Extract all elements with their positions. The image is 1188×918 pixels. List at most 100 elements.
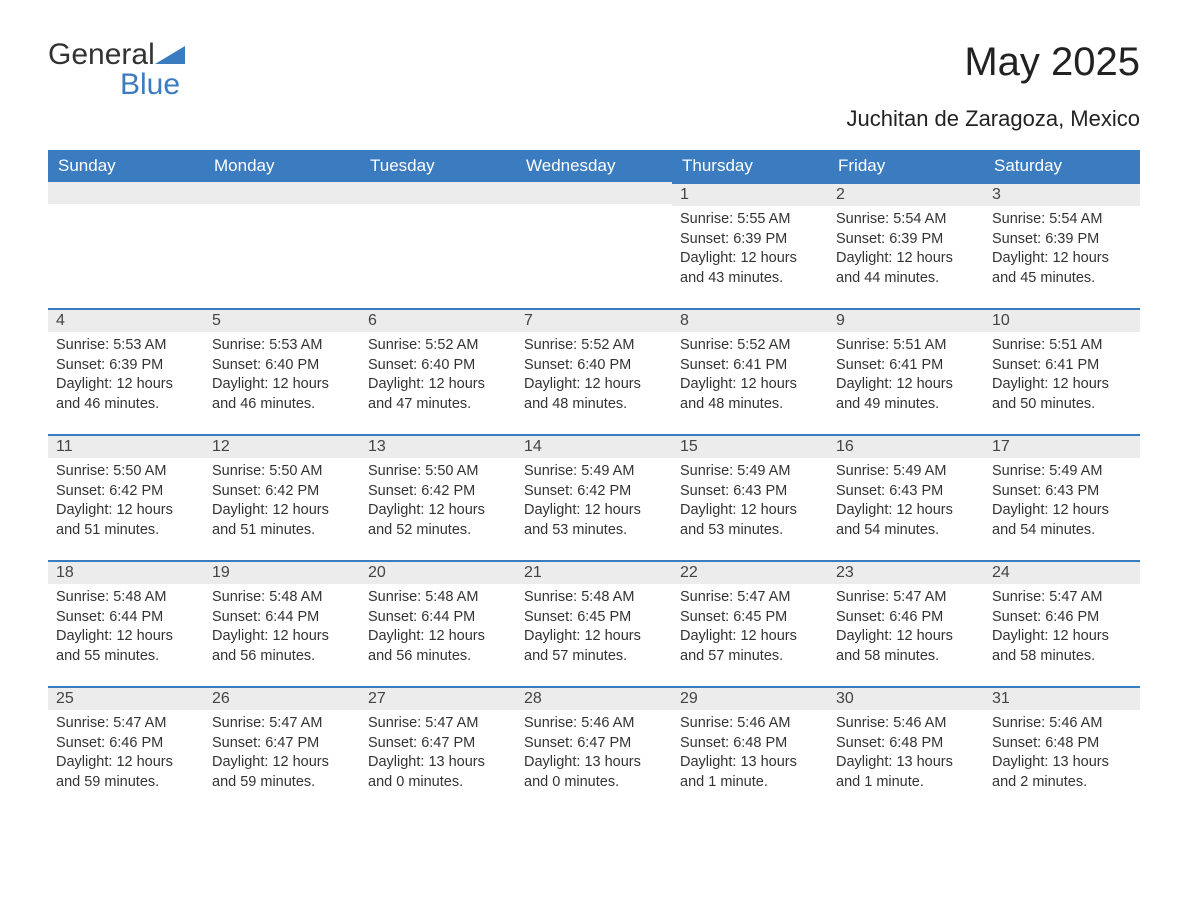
dl2-text: and 49 minutes. xyxy=(836,395,976,415)
calendar-cell: 16Sunrise: 5:49 AMSunset: 6:43 PMDayligh… xyxy=(828,434,984,560)
day-cell: 8Sunrise: 5:52 AMSunset: 6:41 PMDaylight… xyxy=(672,308,828,434)
sunrise-text: Sunrise: 5:47 AM xyxy=(56,714,196,734)
sunrise-text: Sunrise: 5:46 AM xyxy=(992,714,1132,734)
sunrise-text: Sunrise: 5:46 AM xyxy=(524,714,664,734)
day-body: Sunrise: 5:46 AMSunset: 6:48 PMDaylight:… xyxy=(984,710,1140,792)
dl2-text: and 58 minutes. xyxy=(992,647,1132,667)
week-row: 18Sunrise: 5:48 AMSunset: 6:44 PMDayligh… xyxy=(48,560,1140,686)
day-cell: 5Sunrise: 5:53 AMSunset: 6:40 PMDaylight… xyxy=(204,308,360,434)
sunset-text: Sunset: 6:46 PM xyxy=(836,608,976,628)
dl1-text: Daylight: 12 hours xyxy=(680,375,820,395)
day-body: Sunrise: 5:46 AMSunset: 6:47 PMDaylight:… xyxy=(516,710,672,792)
sunrise-text: Sunrise: 5:50 AM xyxy=(56,462,196,482)
calendar-cell: 24Sunrise: 5:47 AMSunset: 6:46 PMDayligh… xyxy=(984,560,1140,686)
dl1-text: Daylight: 12 hours xyxy=(56,501,196,521)
calendar-cell: 11Sunrise: 5:50 AMSunset: 6:42 PMDayligh… xyxy=(48,434,204,560)
day-cell: 28Sunrise: 5:46 AMSunset: 6:47 PMDayligh… xyxy=(516,686,672,812)
day-number: 13 xyxy=(360,436,516,458)
dl2-text: and 53 minutes. xyxy=(524,521,664,541)
day-body: Sunrise: 5:47 AMSunset: 6:47 PMDaylight:… xyxy=(360,710,516,792)
calendar-cell: 5Sunrise: 5:53 AMSunset: 6:40 PMDaylight… xyxy=(204,308,360,434)
calendar-cell: 18Sunrise: 5:48 AMSunset: 6:44 PMDayligh… xyxy=(48,560,204,686)
page-title: May 2025 xyxy=(964,40,1140,85)
dl1-text: Daylight: 13 hours xyxy=(836,753,976,773)
sunset-text: Sunset: 6:48 PM xyxy=(836,734,976,754)
sunset-text: Sunset: 6:43 PM xyxy=(992,482,1132,502)
dl2-text: and 47 minutes. xyxy=(368,395,508,415)
day-body: Sunrise: 5:49 AMSunset: 6:43 PMDaylight:… xyxy=(984,458,1140,540)
day-cell: 18Sunrise: 5:48 AMSunset: 6:44 PMDayligh… xyxy=(48,560,204,686)
dl2-text: and 56 minutes. xyxy=(212,647,352,667)
sunset-text: Sunset: 6:41 PM xyxy=(836,356,976,376)
dl1-text: Daylight: 12 hours xyxy=(680,249,820,269)
logo-triangle-icon xyxy=(155,40,185,58)
dl2-text: and 54 minutes. xyxy=(992,521,1132,541)
sunrise-text: Sunrise: 5:48 AM xyxy=(212,588,352,608)
dl1-text: Daylight: 12 hours xyxy=(836,501,976,521)
sunset-text: Sunset: 6:47 PM xyxy=(524,734,664,754)
dayhead-thursday: Thursday xyxy=(672,150,828,182)
dl2-text: and 51 minutes. xyxy=(56,521,196,541)
sunset-text: Sunset: 6:47 PM xyxy=(212,734,352,754)
sunset-text: Sunset: 6:39 PM xyxy=(836,230,976,250)
calendar-cell: 27Sunrise: 5:47 AMSunset: 6:47 PMDayligh… xyxy=(360,686,516,812)
day-body: Sunrise: 5:54 AMSunset: 6:39 PMDaylight:… xyxy=(828,206,984,288)
day-cell: 10Sunrise: 5:51 AMSunset: 6:41 PMDayligh… xyxy=(984,308,1140,434)
dl1-text: Daylight: 12 hours xyxy=(836,249,976,269)
day-cell: 15Sunrise: 5:49 AMSunset: 6:43 PMDayligh… xyxy=(672,434,828,560)
day-number: 6 xyxy=(360,310,516,332)
sunrise-text: Sunrise: 5:50 AM xyxy=(212,462,352,482)
dl2-text: and 54 minutes. xyxy=(836,521,976,541)
day-number: 19 xyxy=(204,562,360,584)
day-number: 12 xyxy=(204,436,360,458)
dl1-text: Daylight: 12 hours xyxy=(56,375,196,395)
sunset-text: Sunset: 6:40 PM xyxy=(524,356,664,376)
empty-day-strip xyxy=(48,182,204,204)
dl2-text: and 58 minutes. xyxy=(836,647,976,667)
sunrise-text: Sunrise: 5:47 AM xyxy=(680,588,820,608)
sunrise-text: Sunrise: 5:47 AM xyxy=(992,588,1132,608)
day-cell: 1Sunrise: 5:55 AMSunset: 6:39 PMDaylight… xyxy=(672,182,828,308)
calendar-cell xyxy=(204,182,360,308)
page-subtitle: Juchitan de Zaragoza, Mexico xyxy=(48,106,1140,132)
sunset-text: Sunset: 6:41 PM xyxy=(680,356,820,376)
day-cell: 11Sunrise: 5:50 AMSunset: 6:42 PMDayligh… xyxy=(48,434,204,560)
sunrise-text: Sunrise: 5:54 AM xyxy=(836,210,976,230)
dl2-text: and 55 minutes. xyxy=(56,647,196,667)
dl1-text: Daylight: 12 hours xyxy=(836,375,976,395)
dl1-text: Daylight: 12 hours xyxy=(524,501,664,521)
sunrise-text: Sunrise: 5:51 AM xyxy=(836,336,976,356)
empty-day-strip xyxy=(516,182,672,204)
calendar-cell xyxy=(516,182,672,308)
dl2-text: and 53 minutes. xyxy=(680,521,820,541)
day-number: 4 xyxy=(48,310,204,332)
dl1-text: Daylight: 13 hours xyxy=(680,753,820,773)
day-cell: 7Sunrise: 5:52 AMSunset: 6:40 PMDaylight… xyxy=(516,308,672,434)
calendar-cell: 31Sunrise: 5:46 AMSunset: 6:48 PMDayligh… xyxy=(984,686,1140,812)
sunset-text: Sunset: 6:44 PM xyxy=(56,608,196,628)
sunset-text: Sunset: 6:39 PM xyxy=(680,230,820,250)
day-body: Sunrise: 5:50 AMSunset: 6:42 PMDaylight:… xyxy=(204,458,360,540)
day-number: 29 xyxy=(672,688,828,710)
dl1-text: Daylight: 12 hours xyxy=(56,753,196,773)
day-body: Sunrise: 5:51 AMSunset: 6:41 PMDaylight:… xyxy=(984,332,1140,414)
day-cell: 26Sunrise: 5:47 AMSunset: 6:47 PMDayligh… xyxy=(204,686,360,812)
dl2-text: and 56 minutes. xyxy=(368,647,508,667)
dl1-text: Daylight: 12 hours xyxy=(680,501,820,521)
day-number: 8 xyxy=(672,310,828,332)
dl2-text: and 57 minutes. xyxy=(680,647,820,667)
day-number: 2 xyxy=(828,184,984,206)
day-number: 28 xyxy=(516,688,672,710)
dl1-text: Daylight: 13 hours xyxy=(992,753,1132,773)
day-cell: 3Sunrise: 5:54 AMSunset: 6:39 PMDaylight… xyxy=(984,182,1140,308)
day-number: 21 xyxy=(516,562,672,584)
calendar-cell: 29Sunrise: 5:46 AMSunset: 6:48 PMDayligh… xyxy=(672,686,828,812)
day-body: Sunrise: 5:53 AMSunset: 6:39 PMDaylight:… xyxy=(48,332,204,414)
calendar-cell: 17Sunrise: 5:49 AMSunset: 6:43 PMDayligh… xyxy=(984,434,1140,560)
dl1-text: Daylight: 12 hours xyxy=(524,627,664,647)
week-row: 11Sunrise: 5:50 AMSunset: 6:42 PMDayligh… xyxy=(48,434,1140,560)
dayhead-friday: Friday xyxy=(828,150,984,182)
calendar-cell: 8Sunrise: 5:52 AMSunset: 6:41 PMDaylight… xyxy=(672,308,828,434)
sunset-text: Sunset: 6:44 PM xyxy=(212,608,352,628)
day-number: 25 xyxy=(48,688,204,710)
